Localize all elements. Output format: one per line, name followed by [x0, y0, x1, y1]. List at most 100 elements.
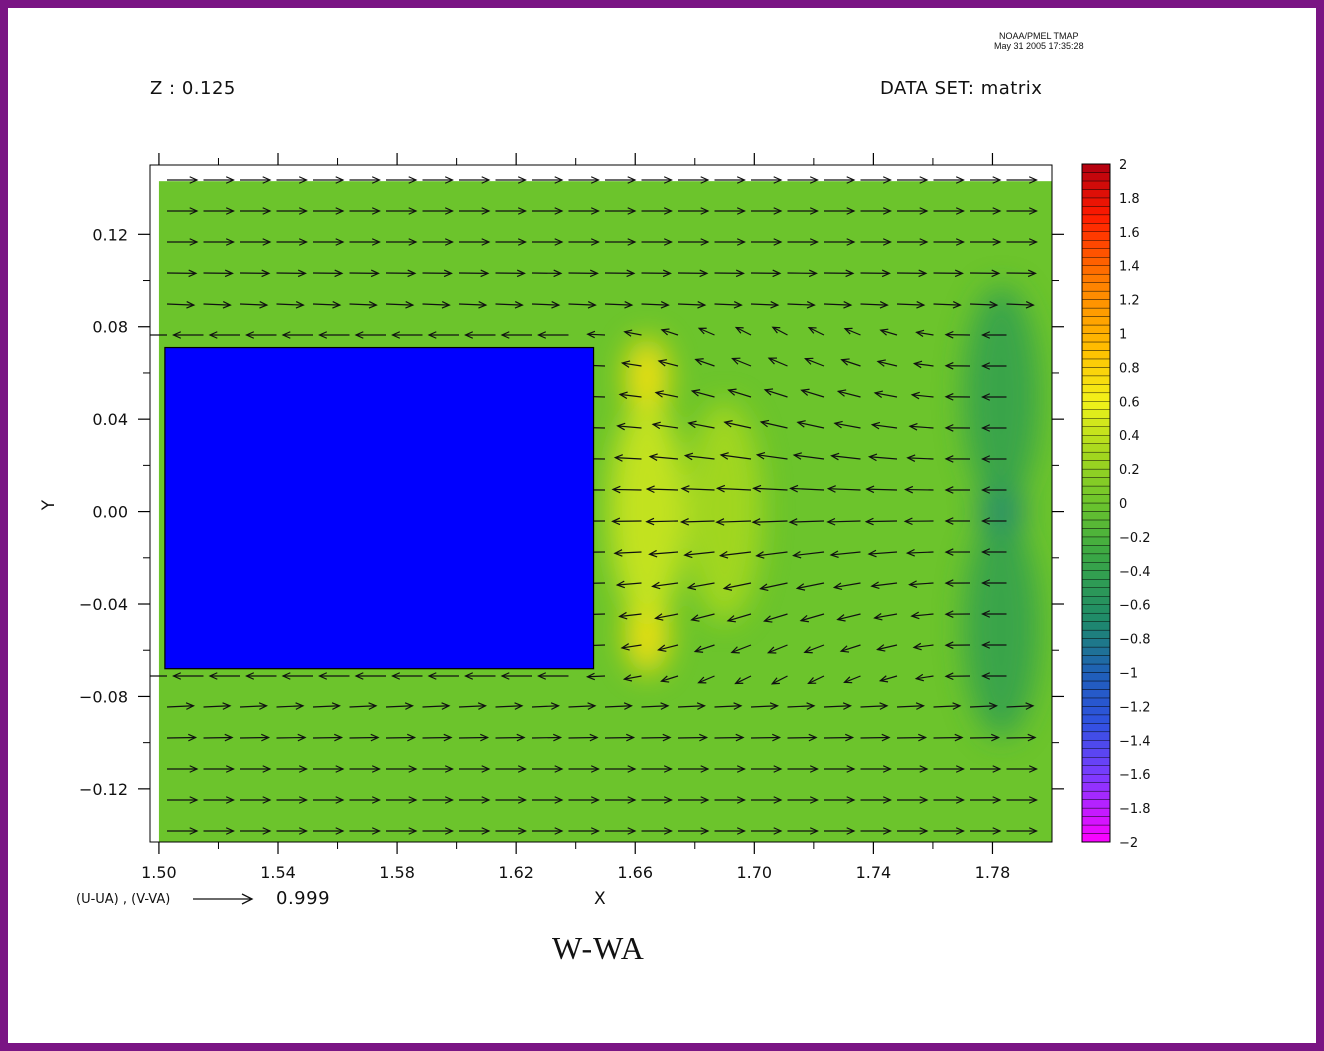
vector-arrow: [823, 301, 853, 309]
vector-arrow: [422, 702, 451, 710]
colorbar-band: [1081, 324, 1111, 334]
vector-arrow: [531, 269, 563, 278]
colorbar-band: [1081, 807, 1111, 817]
vector-arrow: [824, 238, 856, 246]
colorbar-band: [1081, 621, 1111, 631]
vector-arrow: [568, 176, 600, 184]
vector-arrow: [568, 765, 600, 773]
vector-arrow: [531, 702, 560, 710]
vector-arrow: [860, 765, 892, 773]
vector-arrow: [641, 301, 670, 309]
vector-arrow: [276, 176, 308, 184]
colorbar-band: [1081, 189, 1111, 199]
colorbar-band: [1081, 316, 1111, 326]
vector-arrow: [458, 301, 488, 309]
vector-arrow: [970, 238, 1002, 246]
vector-arrow: [239, 269, 271, 278]
y-tick-label: 0.04: [92, 410, 128, 429]
vector-arrow: [464, 331, 496, 339]
vector-arrow: [897, 207, 929, 215]
vector-arrow: [660, 675, 679, 683]
vector-arrow: [933, 702, 962, 710]
colorbar-band: [1081, 587, 1111, 597]
colorbar-band: [1081, 774, 1111, 783]
colorbar-label: 1.6: [1119, 226, 1140, 241]
vector-arrow: [1006, 733, 1037, 742]
vector-arrow: [1006, 796, 1038, 804]
colorbar-band: [1081, 240, 1111, 249]
vector-arrow: [605, 796, 637, 804]
field-features: [609, 286, 1040, 738]
x-tick-label: 1.54: [260, 863, 296, 882]
vector-arrow: [422, 827, 454, 835]
vector-arrow: [422, 733, 453, 742]
vector-arrow: [878, 675, 898, 683]
vector-arrow: [679, 517, 715, 526]
vector-arrow: [203, 765, 235, 773]
vector-arrow: [604, 733, 636, 742]
vector-arrow: [349, 796, 381, 804]
vector-arrow: [657, 359, 679, 367]
vector-arrow: [836, 389, 861, 398]
vector-arrow: [167, 176, 199, 184]
colorbar-label: −0.6: [1119, 599, 1151, 614]
vector-arrow: [970, 827, 1002, 835]
vector-arrow: [386, 796, 418, 804]
vector-arrow: [694, 358, 715, 367]
vector-arrow: [276, 702, 305, 710]
vector-arrow: [532, 238, 564, 246]
vector-arrow: [787, 207, 819, 215]
vector-arrow: [683, 452, 715, 461]
vector-arrow: [969, 301, 999, 309]
vector-arrow: [714, 238, 746, 246]
colorbar-label: 0: [1119, 497, 1127, 512]
colorbar-band: [1081, 833, 1111, 843]
vector-arrow: [312, 733, 344, 742]
vector-arrow: [718, 551, 752, 559]
vector-arrow: [166, 733, 198, 742]
vector-arrow: [677, 269, 709, 278]
vector-arrow: [697, 327, 715, 336]
vector-arrow: [313, 176, 345, 184]
vector-arrow: [912, 642, 934, 651]
vector-arrow: [981, 672, 1007, 680]
vector-arrow: [427, 331, 459, 339]
vector-arrow: [804, 357, 825, 367]
colorbar-band: [1081, 723, 1111, 733]
vector-arrow: [870, 581, 898, 590]
vector-arrow: [860, 301, 889, 309]
vector-arrow: [723, 420, 752, 429]
vector-arrow: [714, 176, 746, 184]
vector-arrow: [240, 238, 272, 246]
vector-arrow: [933, 733, 964, 742]
colorbar-band: [1081, 290, 1111, 300]
colorbar-band: [1081, 426, 1111, 436]
vector-arrow: [910, 391, 934, 400]
vector-arrow: [500, 672, 532, 680]
colorbar-band: [1081, 612, 1111, 622]
vector-arrow: [690, 613, 715, 622]
vector-arrow: [586, 330, 606, 339]
vector-arrow: [897, 765, 929, 773]
colorbar-band: [1081, 307, 1111, 317]
vector-arrow: [714, 733, 745, 742]
vector-arrow: [750, 269, 782, 278]
vector-arrow: [969, 269, 1001, 278]
vector-arrow: [714, 796, 746, 804]
vector-arrow: [604, 269, 636, 278]
colorbar-band: [1081, 248, 1111, 258]
colorbar-band: [1081, 392, 1111, 402]
vector-arrow: [897, 176, 929, 184]
vector-arrow: [386, 765, 418, 773]
colorbar-label: 0.6: [1119, 395, 1140, 410]
vector-arrow: [970, 765, 1002, 773]
vector-arrow: [386, 238, 418, 246]
colorbar-label: 0.8: [1119, 361, 1140, 376]
colorbar-band: [1081, 731, 1111, 741]
vector-key-value: 0.999: [276, 888, 331, 909]
colorbar-band: [1081, 655, 1111, 665]
colorbar-band: [1081, 435, 1111, 444]
vector-arrow: [788, 518, 825, 526]
vector-arrow: [792, 452, 825, 460]
